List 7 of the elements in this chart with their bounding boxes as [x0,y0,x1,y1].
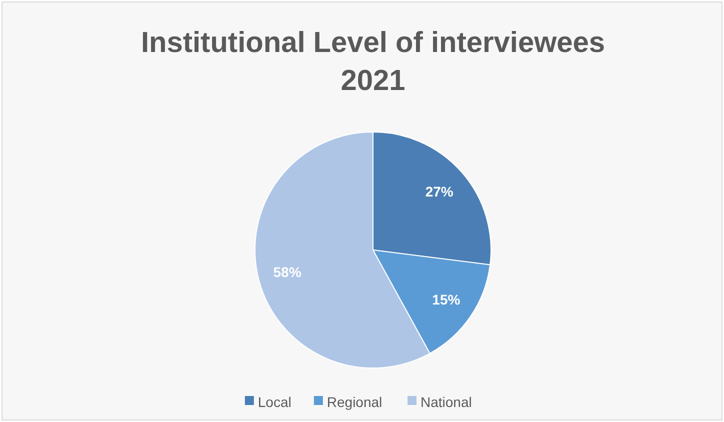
legend-label: Local [258,394,292,410]
legend-label: National [420,394,472,410]
chart-title: Institutional Level of interviewees 2021 [140,27,606,97]
data-label: 58% [273,264,302,280]
data-label: 15% [432,292,461,308]
legend-label: Regional [326,394,382,410]
data-label: 27% [425,183,454,200]
